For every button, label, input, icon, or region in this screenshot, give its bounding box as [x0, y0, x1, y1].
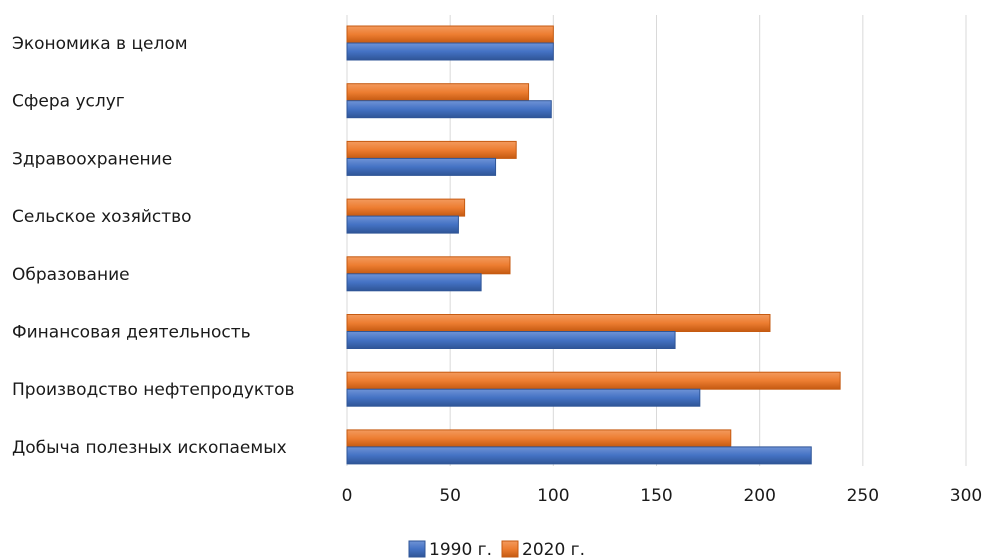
category-labels: Экономика в целом Сфера услуг Здравоохране…: [12, 34, 295, 458]
bar-2020: [346, 256, 511, 275]
x-tick-label: 0: [342, 486, 353, 506]
category-label: Добыча полезных ископаемых: [12, 438, 287, 458]
legend-swatch-1990: [408, 540, 426, 558]
bar-2020: [346, 314, 771, 332]
bar-1990: [346, 215, 459, 234]
x-tick-label: 100: [537, 486, 569, 506]
category-label: Финансовая деятельность: [12, 323, 251, 343]
x-tick-label: 300: [950, 486, 982, 506]
x-tick-label: 200: [743, 486, 775, 506]
x-tick-labels: 0 50 100 150 200 250 300: [342, 486, 983, 506]
category-label: Сфера услуг: [12, 92, 125, 112]
category-label: Производство нефтепродуктов: [12, 380, 295, 400]
bar-1990: [346, 331, 676, 349]
bar-1990: [346, 157, 497, 176]
bar-2020: [346, 140, 517, 159]
bar-1990: [346, 100, 552, 119]
bar-2020: [346, 371, 841, 390]
category-label: Здравоохранение: [12, 149, 172, 169]
bars: [346, 25, 841, 465]
bar-1990: [346, 273, 482, 292]
x-tick-label: 150: [640, 486, 672, 506]
bar-2020: [346, 25, 554, 44]
legend-label-1990: 1990 г.: [429, 540, 492, 558]
category-label: Образование: [12, 265, 130, 285]
x-tick-label: 50: [439, 486, 461, 506]
legend-swatch-2020: [501, 540, 519, 558]
category-label: Экономика в целом: [12, 34, 188, 54]
bar-1990: [346, 388, 701, 407]
legend-label-2020: 2020 г.: [522, 540, 585, 558]
category-label: Сельское хозяйство: [12, 207, 192, 227]
bar-2020: [346, 429, 732, 448]
bar-1990: [346, 42, 554, 61]
legend: 1990 г. 2020 г.: [408, 540, 585, 558]
x-tick-label: 250: [847, 486, 879, 506]
bar-2020: [346, 198, 466, 217]
bar-1990: [346, 446, 812, 465]
bar-2020: [346, 83, 530, 102]
